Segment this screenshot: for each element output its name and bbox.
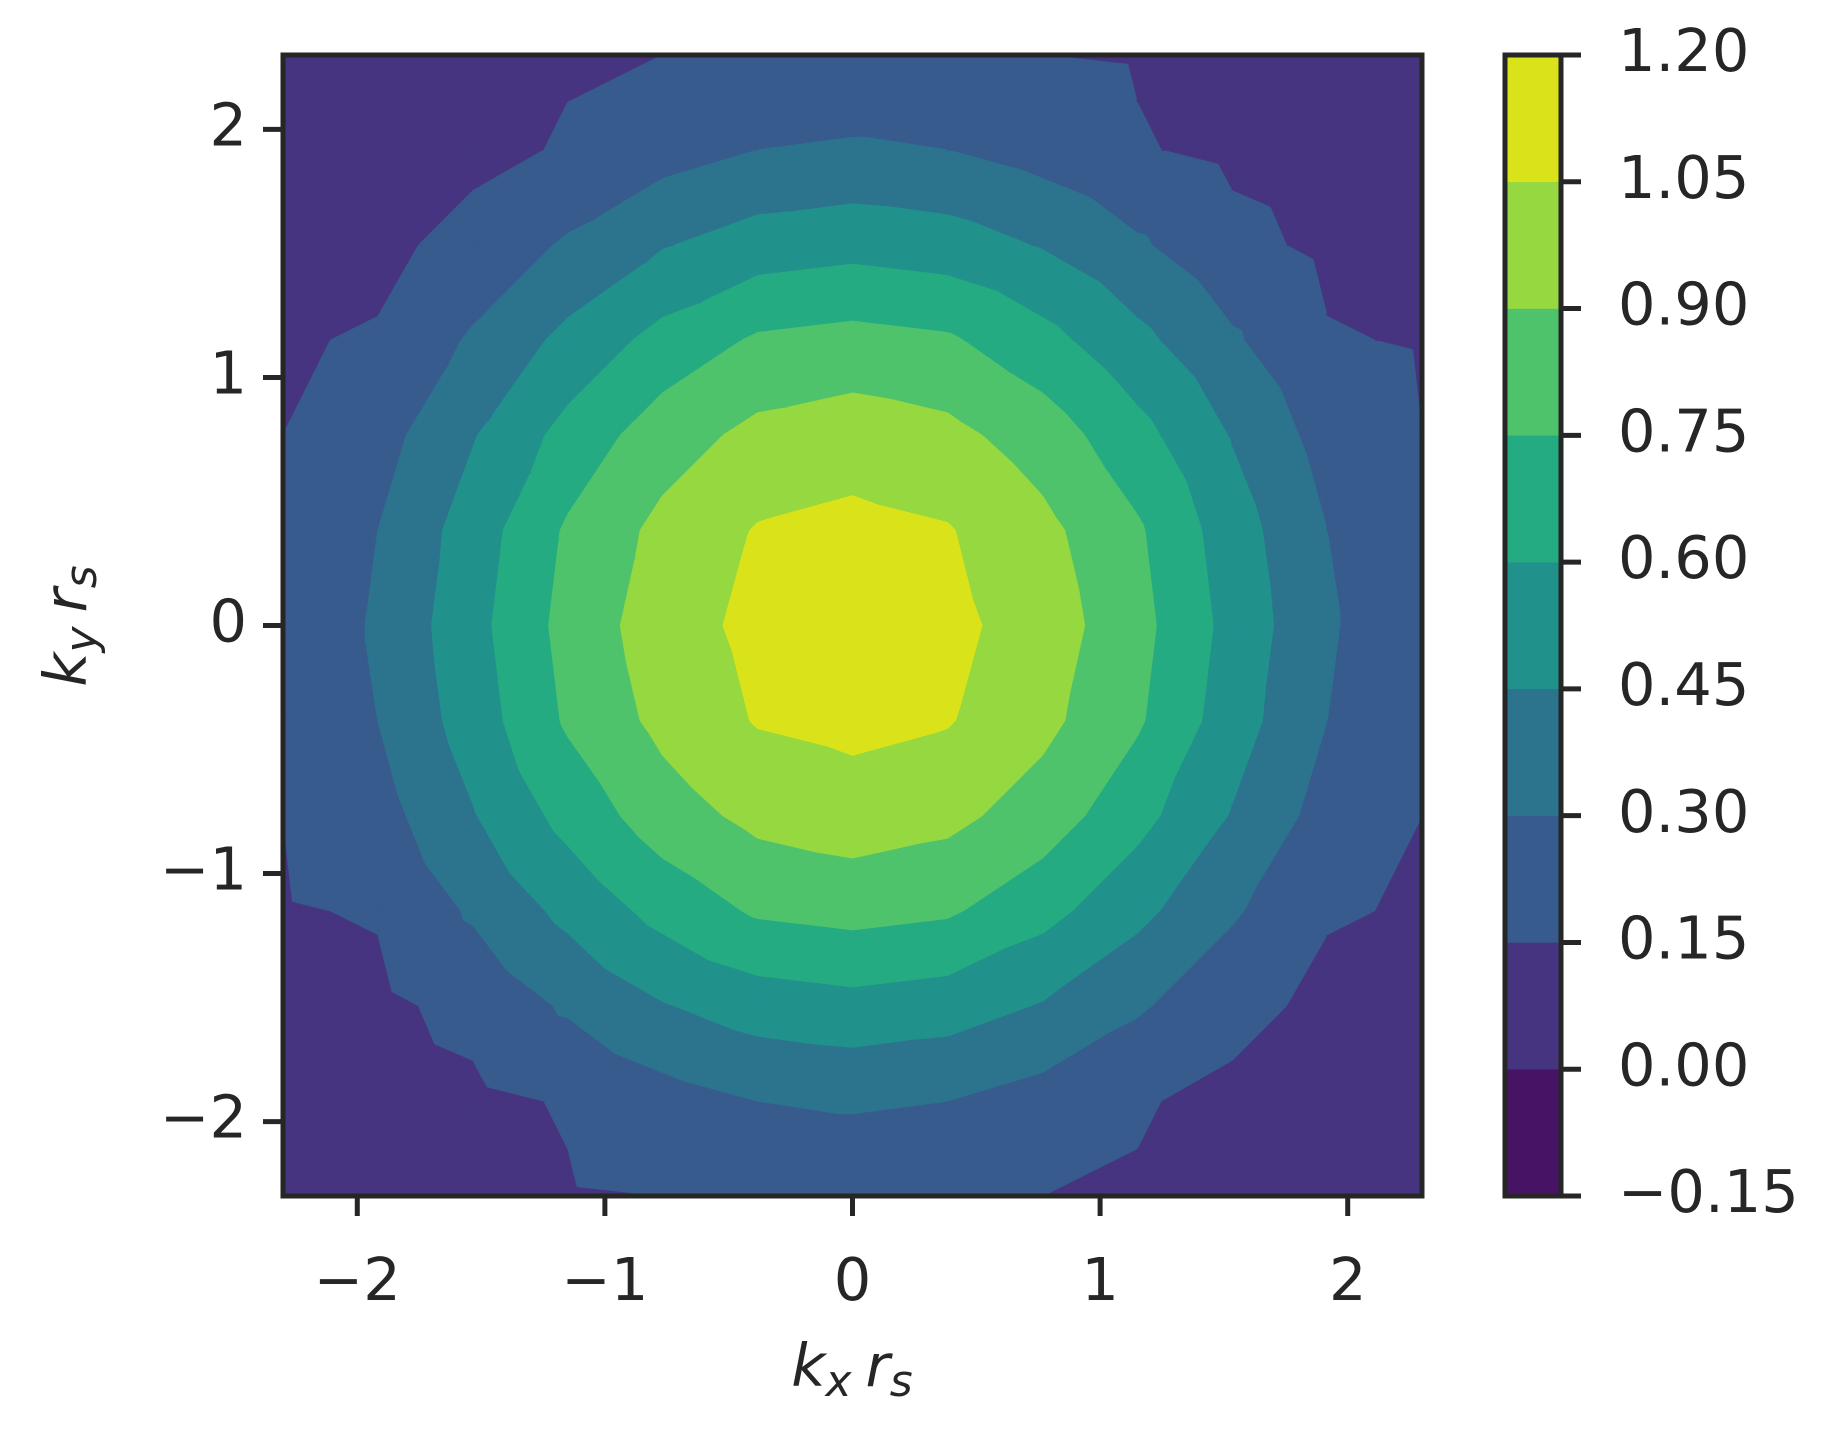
contour-fill [567, 220, 593, 246]
colorbar-segment [1504, 435, 1562, 563]
contour-fill [851, 136, 866, 151]
colorbar-segment [1504, 181, 1562, 309]
y-tick-label: −1 [160, 835, 247, 904]
contour-fill [757, 211, 792, 246]
contour-fill [377, 55, 474, 151]
colorbar-segment [1504, 54, 1562, 183]
colorbar-segment [1504, 815, 1562, 943]
colorbar-segment [1504, 688, 1562, 816]
x-axis-label: kx rs [791, 1331, 912, 1407]
contour-fill [1041, 495, 1057, 532]
contour-fill [661, 55, 759, 151]
contour-fill [283, 55, 379, 151]
colorbar-tick-label: 1.05 [1618, 143, 1749, 212]
contour-fill [757, 407, 786, 436]
colorbar-tick-label: 0.00 [1618, 1030, 1749, 1099]
y-label-part: y [56, 626, 107, 655]
colorbar-tick-label: 0.15 [1618, 904, 1749, 973]
contour-fill [757, 55, 854, 151]
contour-fill [1326, 529, 1341, 627]
contour-fill [946, 412, 962, 436]
contour-area [283, 55, 1422, 1196]
contour-fill [851, 203, 892, 246]
contour-fill [1136, 232, 1148, 246]
contour-fill [1231, 325, 1243, 341]
contour-fill [661, 303, 700, 341]
contour-fill [946, 55, 1044, 151]
contour-fill [851, 320, 871, 341]
contour-fill [1041, 177, 1091, 246]
x-tick-label: −1 [561, 1245, 648, 1314]
contour-fill [757, 331, 767, 341]
contour-fill [567, 263, 645, 341]
x-label-part: x [823, 1356, 852, 1407]
contour-fill [1136, 317, 1151, 341]
colorbar-tick-label: 0.45 [1618, 650, 1749, 719]
colorbar-segment [1504, 1068, 1562, 1197]
contour-fill [1136, 101, 1154, 151]
colorbar-segment [1504, 942, 1562, 1070]
contour-fill [946, 214, 972, 246]
contour-fill [946, 332, 954, 341]
contour-fill [472, 55, 569, 151]
contour-fill [946, 521, 953, 532]
contour-fill [1041, 317, 1058, 341]
y-axis-label: kyrs [31, 565, 107, 686]
colorbar-tick-label: 0.90 [1618, 270, 1749, 339]
contour-fill [851, 495, 879, 532]
y-label-part: r [31, 584, 100, 612]
y-tick-label: 1 [209, 339, 247, 408]
contour-fill [1041, 55, 1129, 151]
contour-fill [1231, 55, 1328, 151]
y-label-part: s [56, 565, 107, 588]
colorbar-tick-label: 0.60 [1618, 523, 1749, 592]
contour-fill [1231, 190, 1271, 246]
x-label-part: s [890, 1356, 913, 1407]
y-label-part: k [31, 650, 100, 687]
y-tick-label: 2 [209, 91, 247, 160]
x-label-part: k [791, 1331, 828, 1400]
colorbar-frame [1502, 52, 1564, 1199]
y-tick-label: 0 [209, 587, 247, 656]
x-tick-label: 2 [1329, 1245, 1367, 1314]
colorbar-tick-label: 0.30 [1618, 777, 1749, 846]
colorbar-tick-label: 0.75 [1618, 396, 1749, 465]
x-tick-label: 1 [1081, 1245, 1119, 1314]
contour-fill [567, 55, 664, 151]
contour-fill [1326, 55, 1422, 151]
contour-fill [1136, 404, 1153, 436]
colorbar-tick-label: 1.20 [1618, 16, 1749, 85]
contour-fill [1136, 514, 1144, 532]
colorbar-segment [1504, 561, 1562, 690]
contour-fill [1041, 392, 1066, 436]
colorbar-segment [1504, 308, 1562, 436]
contour-fill [1231, 446, 1257, 532]
x-tick-label: −2 [314, 1245, 401, 1314]
y-tick-label: −2 [160, 1083, 247, 1152]
x-tick-label: 0 [834, 1245, 872, 1314]
contour-fill [851, 392, 890, 436]
colorbar-tick-label: −0.15 [1618, 1157, 1799, 1226]
contour-fill [757, 517, 771, 532]
contour-fill [661, 149, 759, 246]
x-label-part: r [866, 1331, 894, 1400]
contour-fill [1326, 315, 1344, 341]
